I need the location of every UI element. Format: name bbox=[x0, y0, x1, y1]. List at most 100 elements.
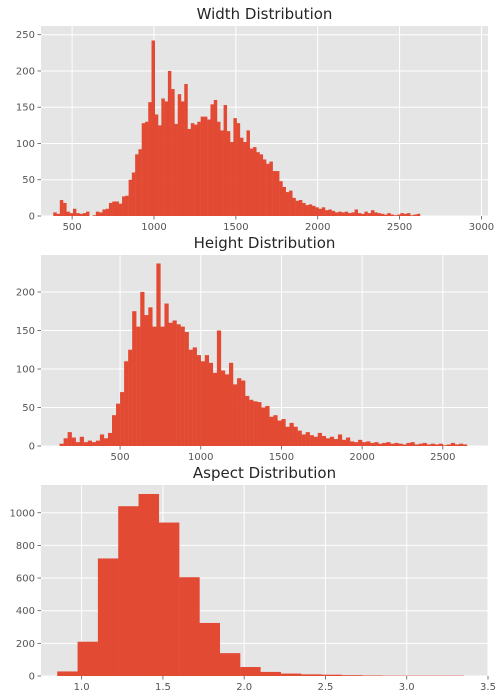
histogram-bar bbox=[200, 361, 205, 446]
histogram-bar bbox=[212, 372, 218, 446]
histogram-bar bbox=[233, 384, 238, 446]
x-tick-label: 3000 bbox=[469, 222, 494, 233]
histogram-bar bbox=[393, 215, 398, 216]
histogram-bar bbox=[79, 436, 84, 446]
histogram-bar bbox=[256, 152, 260, 216]
histogram-bar bbox=[333, 439, 339, 446]
histogram-bar bbox=[228, 362, 234, 446]
histogram-bar bbox=[216, 330, 222, 446]
histogram-bar bbox=[203, 116, 208, 216]
histogram-bar bbox=[107, 432, 113, 446]
histogram-bar bbox=[230, 142, 234, 216]
histogram-bar bbox=[118, 506, 139, 676]
histogram-bar bbox=[273, 415, 278, 446]
histogram-bar bbox=[311, 205, 316, 216]
histogram-bar bbox=[190, 123, 195, 216]
histogram-bar bbox=[367, 213, 372, 216]
x-tick-label: 1500 bbox=[269, 452, 294, 463]
histogram-bar bbox=[63, 438, 68, 446]
histogram-bar bbox=[240, 667, 261, 676]
histogram-bar bbox=[217, 121, 221, 216]
histogram-bar bbox=[329, 436, 335, 446]
histogram-bar bbox=[86, 211, 90, 216]
histogram-bar bbox=[194, 124, 198, 216]
histogram-bar bbox=[200, 116, 205, 216]
histogram-bar bbox=[128, 179, 133, 216]
histogram-bar bbox=[69, 213, 74, 216]
histogram-bar bbox=[384, 214, 388, 216]
histogram-bar bbox=[413, 214, 417, 216]
histogram-bar bbox=[99, 212, 103, 216]
histogram-bar bbox=[434, 444, 439, 446]
histogram-bar bbox=[184, 332, 189, 446]
histogram-bar bbox=[387, 213, 391, 216]
x-tick-label: 1.5 bbox=[155, 682, 171, 693]
histogram-bar bbox=[112, 415, 117, 446]
histogram-bar bbox=[318, 208, 323, 216]
histogram-bar bbox=[289, 422, 294, 446]
histogram-bar bbox=[454, 444, 460, 446]
histogram-bar bbox=[279, 181, 283, 216]
histogram-bar bbox=[72, 208, 77, 216]
histogram-bar bbox=[141, 123, 146, 216]
y-tick-label: 100 bbox=[16, 364, 35, 375]
histogram-bar bbox=[151, 40, 155, 217]
y-tick-label: 200 bbox=[16, 639, 35, 650]
histogram-bar bbox=[341, 675, 363, 676]
histogram-bar bbox=[374, 442, 379, 446]
histogram-bar bbox=[272, 171, 277, 216]
histogram-bar bbox=[95, 211, 100, 216]
histogram-bar bbox=[390, 214, 395, 216]
y-tick-label: 250 bbox=[16, 30, 35, 41]
x-tick-label: 1500 bbox=[223, 222, 248, 233]
x-tick-label: 2.0 bbox=[236, 682, 252, 693]
histogram-bar bbox=[122, 196, 126, 216]
histogram-bar bbox=[350, 441, 355, 446]
histogram-bar bbox=[102, 209, 106, 216]
histogram-bar bbox=[220, 370, 226, 446]
histogram-bar bbox=[325, 210, 329, 216]
histogram-bar bbox=[285, 426, 290, 446]
histogram-bar bbox=[414, 444, 419, 446]
y-tick-label: 50 bbox=[22, 175, 35, 186]
histogram-bar bbox=[410, 215, 414, 216]
x-tick-label: 3.0 bbox=[399, 682, 415, 693]
histogram-bar bbox=[416, 213, 421, 216]
histogram-bar bbox=[135, 154, 139, 216]
histogram-bar bbox=[167, 70, 172, 217]
histogram-bar bbox=[422, 442, 427, 446]
histogram-bar bbox=[328, 209, 332, 216]
x-tick-label: 2.5 bbox=[318, 682, 334, 693]
histogram-bar bbox=[285, 192, 290, 216]
histogram-bar bbox=[289, 190, 293, 216]
histogram-bar bbox=[386, 442, 391, 446]
histogram-bar bbox=[293, 426, 298, 446]
chart-width: 500 1000 1500 2000 2500 3000 0 50 100 150 200 250 Wi… bbox=[16, 5, 494, 233]
histogram-bar bbox=[398, 443, 403, 446]
histogram-bar bbox=[224, 374, 230, 446]
histogram-bar bbox=[394, 442, 399, 446]
histogram-bar bbox=[132, 311, 137, 446]
histogram-bar bbox=[128, 349, 133, 446]
histogram-bar bbox=[144, 121, 149, 216]
histogram-bar bbox=[295, 200, 300, 216]
chart-title: Height Distribution bbox=[194, 234, 336, 252]
histogram-bar bbox=[140, 291, 145, 446]
y-tick-label: 200 bbox=[16, 287, 35, 298]
histogram-bar bbox=[331, 210, 336, 216]
histogram-bar bbox=[380, 213, 385, 216]
histogram-bar bbox=[321, 435, 327, 446]
histogram-bar bbox=[91, 442, 97, 446]
histogram-bar bbox=[426, 444, 431, 446]
histogram-bar bbox=[136, 326, 141, 446]
x-tick-label: 1000 bbox=[188, 452, 213, 463]
histogram-bar bbox=[180, 101, 185, 216]
histogram-bar bbox=[243, 142, 247, 216]
histogram-bar bbox=[309, 435, 314, 446]
histogram-bar bbox=[265, 405, 270, 446]
x-tick-label: 3.5 bbox=[480, 682, 496, 693]
histogram-bar bbox=[220, 130, 224, 216]
histogram-bar bbox=[341, 212, 345, 216]
histogram-bar bbox=[406, 442, 411, 446]
